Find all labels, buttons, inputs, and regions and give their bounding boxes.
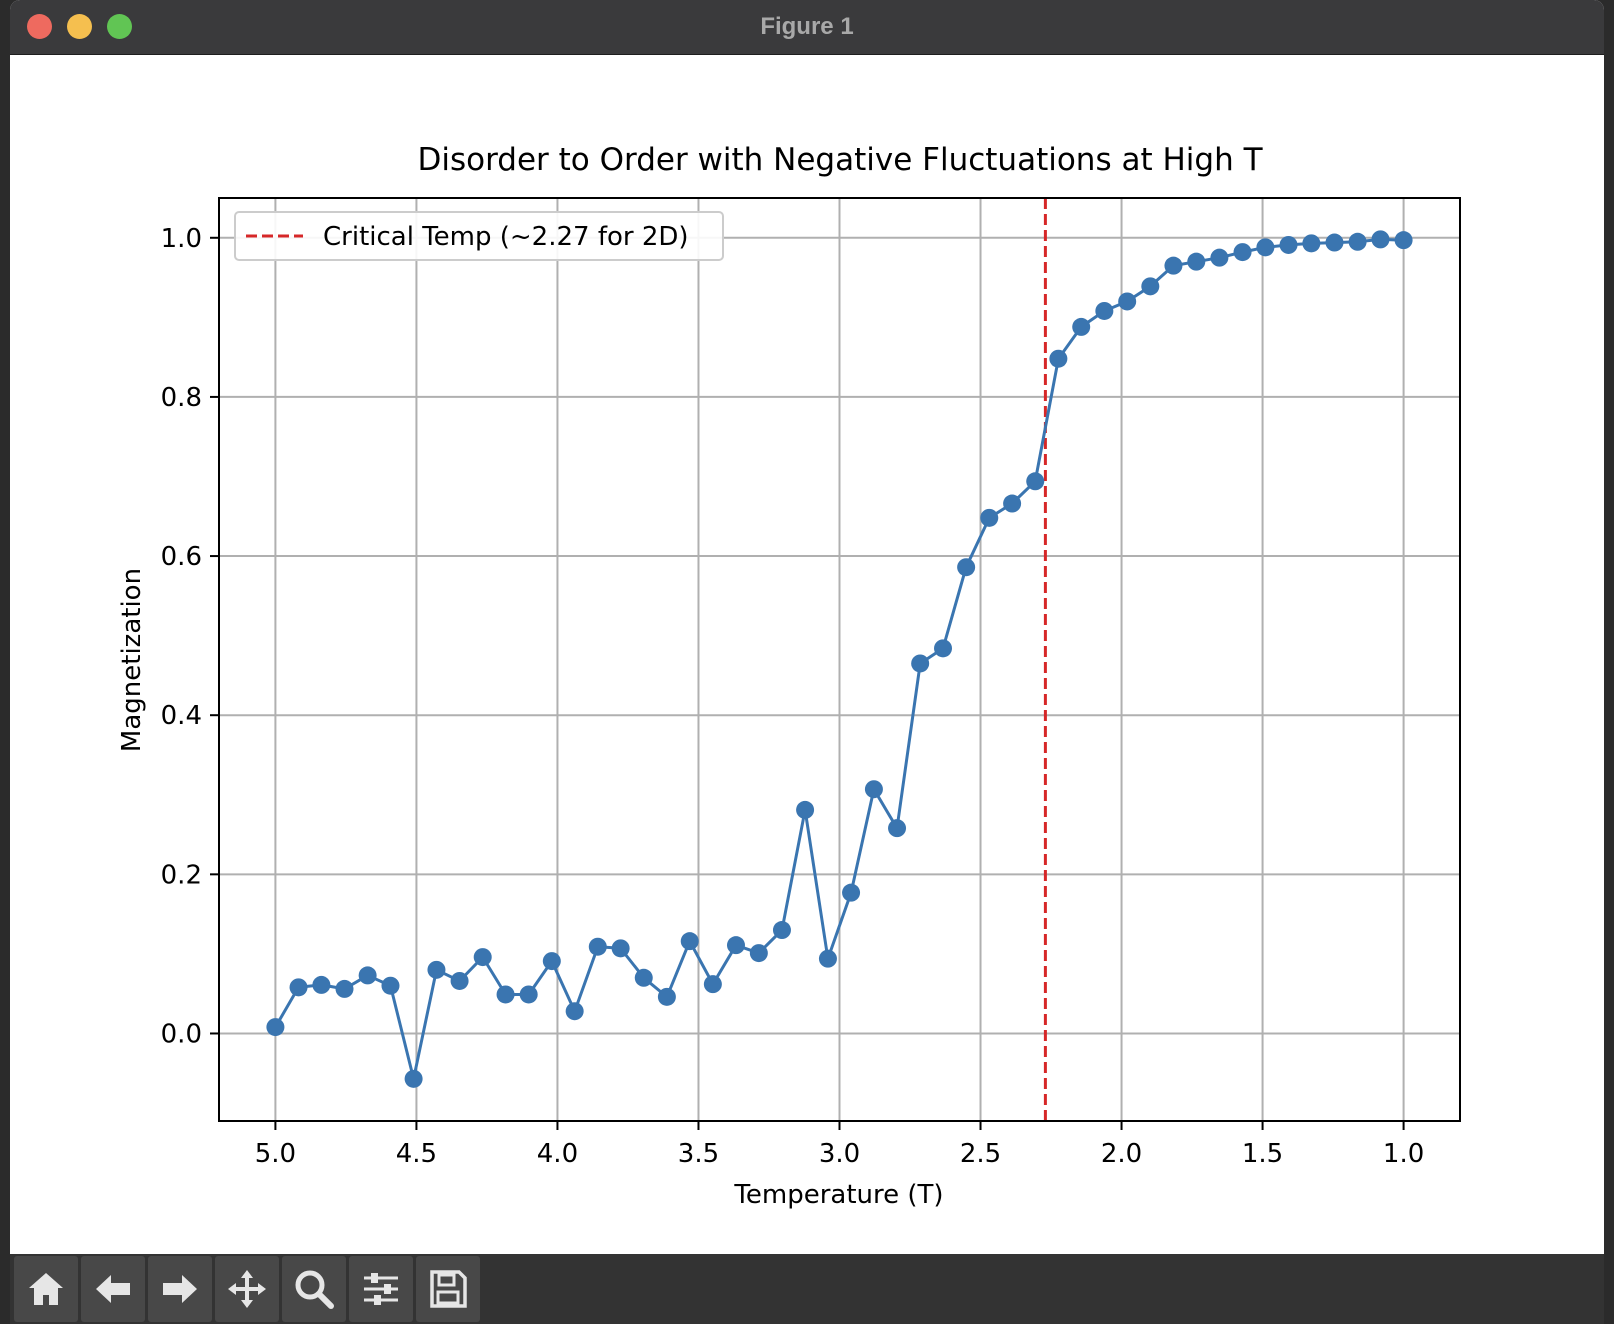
data-point xyxy=(980,508,999,527)
data-point xyxy=(450,971,469,990)
magnetization-chart: Disorder to Order with Negative Fluctuat… xyxy=(117,142,1461,1210)
save-floppy-icon xyxy=(430,1270,467,1308)
chart-title: Disorder to Order with Negative Fluctuat… xyxy=(417,142,1263,178)
data-point xyxy=(404,1069,423,1088)
data-point xyxy=(266,1018,285,1037)
home-icon xyxy=(29,1273,63,1305)
data-point xyxy=(1371,230,1390,249)
zoom-button[interactable] xyxy=(282,1256,346,1322)
data-point xyxy=(565,1002,584,1021)
data-point xyxy=(1233,243,1252,262)
legend: Critical Temp (~2.27 for 2D) xyxy=(234,211,724,261)
data-point xyxy=(1026,472,1045,491)
data-point xyxy=(1095,301,1114,320)
data-point xyxy=(842,883,861,902)
data-point xyxy=(680,932,699,951)
grid-lines xyxy=(219,198,1460,1121)
figure-canvas: Disorder to Order with Negative Fluctuat… xyxy=(10,55,1604,1254)
y-tick-label: 1.0 xyxy=(161,224,202,254)
data-point xyxy=(427,960,446,979)
data-point xyxy=(1302,234,1321,253)
data-point xyxy=(934,639,953,658)
x-tick-label: 5.0 xyxy=(255,1139,296,1169)
pan-button[interactable] xyxy=(215,1256,279,1322)
data-point xyxy=(818,949,837,968)
close-window-button[interactable] xyxy=(27,14,52,39)
data-point xyxy=(1072,317,1091,336)
zoom-magnifier-icon xyxy=(295,1270,334,1309)
data-point xyxy=(289,978,308,997)
data-point xyxy=(1049,349,1068,368)
configure-subplots-button[interactable] xyxy=(349,1256,413,1322)
back-button[interactable] xyxy=(81,1256,145,1322)
y-tick-label: 0.2 xyxy=(161,860,202,890)
configure-subplots-icon xyxy=(364,1273,398,1305)
data-point xyxy=(1003,494,1022,513)
data-point xyxy=(726,936,745,955)
pan-move-icon xyxy=(228,1270,266,1308)
data-point xyxy=(1141,277,1160,296)
navigation-toolbar xyxy=(10,1254,1604,1324)
home-button[interactable] xyxy=(14,1256,78,1322)
data-point xyxy=(1187,252,1206,271)
series-group xyxy=(266,230,1413,1088)
data-point xyxy=(1164,256,1183,275)
legend-box xyxy=(234,211,724,261)
data-point xyxy=(519,985,538,1004)
data-point xyxy=(381,976,400,995)
data-point xyxy=(634,968,653,987)
x-axis-label: Temperature (T) xyxy=(733,1180,943,1210)
data-point xyxy=(1210,248,1229,267)
data-point xyxy=(358,966,377,985)
data-point xyxy=(1325,233,1344,252)
x-tick-label: 4.0 xyxy=(537,1139,578,1169)
data-point xyxy=(657,987,676,1006)
data-point xyxy=(957,558,976,577)
data-point xyxy=(703,975,722,994)
data-point xyxy=(312,975,331,994)
back-arrow-icon xyxy=(96,1275,130,1303)
y-axis-ticks: 0.0 0.2 0.4 0.6 0.8 1.0 xyxy=(161,224,219,1049)
x-tick-label: 2.5 xyxy=(960,1139,1001,1169)
x-tick-label: 1.0 xyxy=(1383,1139,1424,1169)
data-point xyxy=(864,780,883,799)
y-tick-label: 0.4 xyxy=(161,701,202,731)
data-point xyxy=(473,948,492,967)
save-button[interactable] xyxy=(416,1256,480,1322)
y-axis-label: Magnetization xyxy=(117,568,147,752)
data-point xyxy=(1348,232,1367,251)
title-bar: Figure 1 xyxy=(10,0,1604,55)
x-tick-label: 2.0 xyxy=(1101,1139,1142,1169)
forward-button[interactable] xyxy=(148,1256,212,1322)
x-tick-label: 3.0 xyxy=(819,1139,860,1169)
data-point xyxy=(1394,231,1413,250)
y-tick-label: 0.6 xyxy=(161,542,202,572)
data-point xyxy=(1118,292,1137,311)
data-point xyxy=(542,952,561,971)
y-tick-label: 0.8 xyxy=(161,383,202,413)
data-point xyxy=(611,939,630,958)
legend-label-critical-temp: Critical Temp (~2.27 for 2D) xyxy=(323,222,689,252)
data-point xyxy=(1279,235,1298,254)
y-tick-label: 0.0 xyxy=(161,1019,202,1049)
x-tick-label: 1.5 xyxy=(1242,1139,1283,1169)
data-point xyxy=(772,921,791,940)
data-point xyxy=(1256,238,1275,257)
data-point xyxy=(888,819,907,838)
data-point xyxy=(796,800,815,819)
data-point xyxy=(496,985,515,1004)
data-point xyxy=(911,654,930,673)
data-point xyxy=(588,937,607,956)
minimize-window-button[interactable] xyxy=(67,14,92,39)
forward-arrow-icon xyxy=(163,1275,197,1303)
x-axis-ticks: 5.0 4.5 4.0 3.5 3.0 2.5 2.0 1.5 1.0 xyxy=(255,1121,1424,1169)
x-tick-label: 3.5 xyxy=(678,1139,719,1169)
maximize-window-button[interactable] xyxy=(107,14,132,39)
x-tick-label: 4.5 xyxy=(396,1139,437,1169)
figure-window: Figure 1 Disorder to Order with Negative… xyxy=(10,0,1604,1324)
window-title: Figure 1 xyxy=(760,13,854,40)
data-point xyxy=(335,979,354,998)
data-point xyxy=(749,944,768,963)
